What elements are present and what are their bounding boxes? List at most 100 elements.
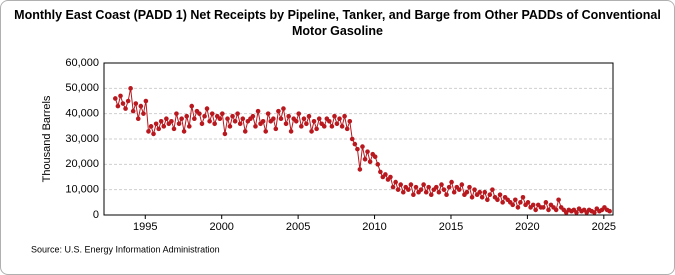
data-point [125, 98, 131, 104]
data-point [553, 207, 559, 213]
data-point [388, 174, 393, 180]
data-point [495, 197, 500, 203]
data-line [114, 88, 610, 214]
data-point [441, 187, 447, 192]
data-point [316, 116, 322, 122]
data-point [546, 207, 551, 213]
data-point [472, 187, 477, 192]
data-point [199, 121, 205, 127]
data-point [378, 169, 383, 175]
data-point [479, 194, 485, 200]
data-point [133, 101, 139, 106]
data-point [293, 118, 299, 124]
data-point [255, 108, 261, 114]
data-point [273, 126, 279, 132]
data-point [487, 192, 493, 198]
data-point [296, 111, 302, 116]
data-point [464, 189, 470, 195]
data-point [413, 184, 419, 190]
data-point [329, 124, 335, 129]
data-point [467, 184, 472, 190]
data-point [281, 106, 286, 111]
data-point [525, 200, 531, 205]
data-point [398, 182, 403, 187]
data-point [497, 192, 503, 198]
data-point [375, 162, 381, 167]
data-point [250, 113, 256, 119]
data-point [482, 189, 488, 195]
data-point [485, 197, 490, 203]
data-point [113, 96, 118, 101]
data-point [204, 106, 210, 111]
data-point [135, 116, 141, 122]
data-point [143, 98, 149, 104]
data-point [209, 111, 215, 116]
y-tick-label: 0 [93, 209, 99, 221]
data-point [347, 118, 353, 124]
data-point [265, 111, 271, 116]
data-point [421, 182, 426, 187]
data-point [518, 200, 523, 205]
data-point [362, 156, 368, 162]
data-point [171, 126, 177, 132]
data-point [459, 182, 465, 187]
x-tick-label: 2000 [209, 221, 233, 233]
data-point [357, 167, 363, 172]
plot-frame [103, 62, 614, 216]
data-point [490, 187, 495, 192]
data-point [230, 113, 235, 119]
data-point [607, 208, 612, 214]
data-point [240, 116, 246, 122]
data-point [456, 187, 462, 192]
data-point [446, 184, 452, 190]
data-point [232, 118, 238, 124]
data-point [530, 202, 536, 208]
y-tick-label: 40,000 [65, 108, 99, 120]
data-point [406, 187, 411, 192]
data-point [520, 194, 526, 200]
data-point [540, 205, 546, 210]
x-tick-label: 2020 [515, 221, 539, 233]
data-point [434, 184, 439, 190]
data-point [222, 131, 228, 137]
data-point [451, 189, 457, 195]
data-point [176, 121, 182, 127]
data-point [153, 121, 159, 127]
data-point [174, 111, 179, 116]
data-point [220, 111, 225, 116]
data-point [365, 149, 370, 154]
data-point [533, 207, 538, 213]
data-point [556, 197, 561, 203]
data-point [344, 126, 350, 132]
data-point [120, 101, 126, 106]
data-point [138, 103, 144, 109]
data-point [390, 184, 396, 190]
data-point [186, 124, 192, 129]
data-point [161, 124, 167, 129]
data-point [301, 116, 307, 122]
data-point [372, 154, 378, 160]
data-point [156, 126, 162, 132]
data-point [355, 146, 360, 152]
data-point [510, 202, 516, 208]
data-point [207, 118, 212, 124]
data-point [449, 179, 454, 185]
data-point [314, 126, 319, 132]
data-point [383, 172, 388, 177]
data-point [225, 116, 230, 122]
data-point [260, 118, 266, 124]
data-point [151, 131, 156, 137]
data-point [349, 136, 355, 142]
data-point [469, 194, 475, 200]
data-point [242, 129, 248, 134]
y-tick-label: 60,000 [65, 57, 99, 69]
source-note: Source: U.S. Energy Information Administ… [31, 244, 220, 254]
data-point [130, 108, 136, 114]
data-point [197, 111, 202, 116]
data-point [146, 129, 151, 134]
x-tick-label: 2015 [439, 221, 463, 233]
data-point [592, 210, 597, 215]
data-point [263, 129, 269, 134]
